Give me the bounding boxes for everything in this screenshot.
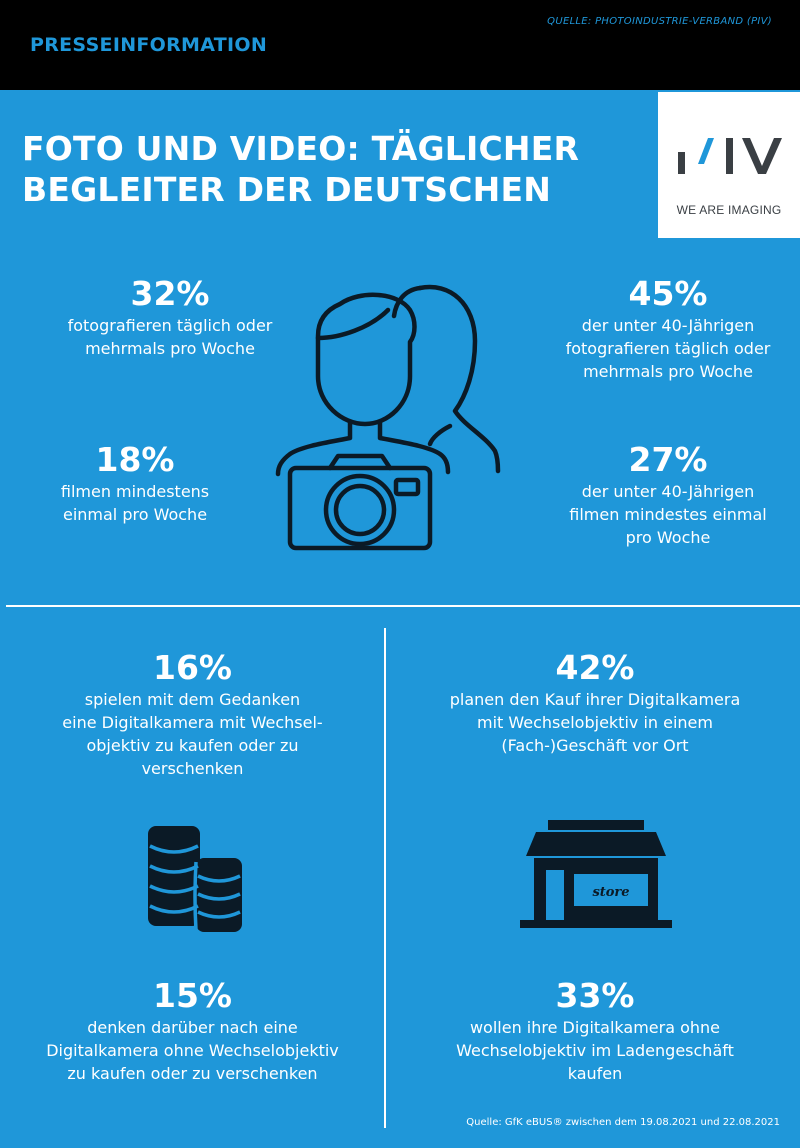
stat-value: 16% bbox=[153, 648, 232, 687]
stat-text-line: wollen ihre Digitalkamera ohne bbox=[469, 1018, 721, 1037]
stat-value: 15% bbox=[153, 976, 232, 1015]
header-bar: PRESSEINFORMATION QUELLE: PHOTOINDUSTRIE… bbox=[0, 0, 800, 90]
stat-value: 18% bbox=[95, 440, 175, 479]
stat-text-line: Digitalkamera ohne Wechselobjektiv bbox=[46, 1041, 339, 1060]
stat-value: 32% bbox=[130, 274, 210, 313]
stat-32-percent: 32% fotografieren täglich oder mehrmals … bbox=[20, 274, 320, 360]
stat-45-percent: 45% der unter 40-Jährigen fotografieren … bbox=[518, 274, 800, 383]
header-source: QUELLE: PHOTOINDUSTRIE-VERBAND (PIV) bbox=[547, 16, 772, 27]
stat-text-line: (Fach-)Geschäft vor Ort bbox=[501, 736, 689, 755]
stat-text-line: verschenken bbox=[141, 759, 244, 778]
section-divider-horizontal bbox=[6, 605, 800, 607]
stat-value: 45% bbox=[628, 274, 708, 313]
logo-tagline: WE ARE IMAGING bbox=[676, 203, 782, 217]
stat-value: 27% bbox=[628, 440, 708, 479]
stat-text-line: der unter 40-Jährigen bbox=[581, 316, 755, 335]
stat-text-line: der unter 40-Jährigen bbox=[581, 482, 755, 501]
piv-logo-mark bbox=[678, 138, 782, 174]
stat-text-line: spielen mit dem Gedanken bbox=[84, 690, 301, 709]
section-divider-vertical bbox=[384, 628, 386, 1128]
stat-text-line: filmen mindestens bbox=[60, 482, 210, 501]
headline: FOTO UND VIDEO: TÄGLICHER BEGLEITER DER … bbox=[22, 128, 642, 210]
store-icon: store bbox=[520, 820, 672, 928]
footer-source: Quelle: GfK eBUS® zwischen dem 19.08.202… bbox=[466, 1117, 780, 1128]
stat-text-line: einmal pro Woche bbox=[62, 505, 208, 524]
stat-15-percent: 15% denken darüber nach eine Digitalkame… bbox=[20, 976, 365, 1085]
people-with-camera-icon bbox=[275, 284, 501, 551]
headline-line-2: BEGLEITER DER DEUTSCHEN bbox=[22, 170, 552, 209]
stat-text-line: mit Wechselobjektiv in einem bbox=[477, 713, 713, 732]
stat-16-percent: 16% spielen mit dem Gedanken eine Digita… bbox=[20, 648, 365, 780]
stat-text-line: Wechselobjektiv im Ladengeschäft bbox=[456, 1041, 734, 1060]
stat-text-line: planen den Kauf ihrer Digitalkamera bbox=[449, 690, 741, 709]
piv-logo: WE ARE IMAGING bbox=[658, 92, 800, 238]
stat-text-line: zu kaufen oder zu verschenken bbox=[67, 1064, 318, 1083]
stat-27-percent: 27% der unter 40-Jährigen filmen mindest… bbox=[518, 440, 800, 549]
stat-text-line: mehrmals pro Woche bbox=[583, 362, 753, 381]
stat-text-line: pro Woche bbox=[625, 528, 711, 547]
stat-18-percent: 18% filmen mindestens einmal pro Woche bbox=[0, 440, 270, 526]
stat-value: 42% bbox=[555, 648, 635, 687]
stat-value: 33% bbox=[555, 976, 635, 1015]
stat-text-line: eine Digitalkamera mit Wechsel- bbox=[62, 713, 323, 732]
stat-33-percent: 33% wollen ihre Digitalkamera ohne Wechs… bbox=[405, 976, 785, 1085]
stat-text-line: objektiv zu kaufen oder zu bbox=[86, 736, 299, 755]
store-sign-text: store bbox=[592, 885, 629, 900]
stat-42-percent: 42% planen den Kauf ihrer Digitalkamera … bbox=[405, 648, 785, 757]
stat-text-line: fotografieren täglich oder bbox=[565, 339, 771, 358]
stat-text-line: mehrmals pro Woche bbox=[85, 339, 255, 358]
stat-text-line: filmen mindestes einmal bbox=[569, 505, 767, 524]
stat-text-line: kaufen bbox=[567, 1064, 623, 1083]
coin-stacks-icon bbox=[148, 826, 242, 932]
stat-text-line: fotografieren täglich oder bbox=[67, 316, 273, 335]
stat-text-line: denken darüber nach eine bbox=[87, 1018, 298, 1037]
press-label: PRESSEINFORMATION bbox=[30, 34, 268, 56]
headline-line-1: FOTO UND VIDEO: TÄGLICHER bbox=[22, 129, 580, 168]
